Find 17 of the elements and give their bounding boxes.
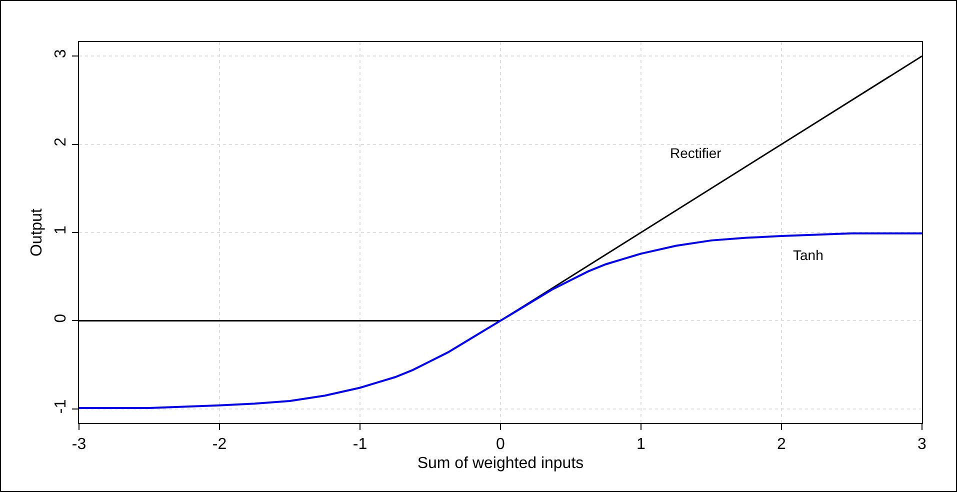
x-tick-label: 0 [496, 436, 506, 454]
y-tick-label: 2 [52, 137, 70, 146]
y-tick-label: 0 [52, 314, 70, 323]
series-label: Tanh [793, 247, 824, 263]
y-axis-title: Output [28, 208, 46, 257]
line-series [79, 232, 922, 410]
x-tick-label: -2 [212, 436, 227, 454]
y-tick-label: -1 [52, 399, 70, 414]
y-tick-label: 3 [52, 49, 70, 58]
series-label: Rectifier [670, 145, 722, 161]
x-axis-title: Sum of weighted inputs [417, 454, 584, 472]
x-tick-label: 1 [636, 436, 646, 454]
x-tick-label: -1 [352, 436, 368, 454]
y-tick-label: 1 [52, 226, 70, 235]
x-tick-label: -3 [72, 436, 86, 454]
x-tick-label: 2 [777, 436, 786, 454]
x-tick-label: 3 [918, 436, 927, 454]
